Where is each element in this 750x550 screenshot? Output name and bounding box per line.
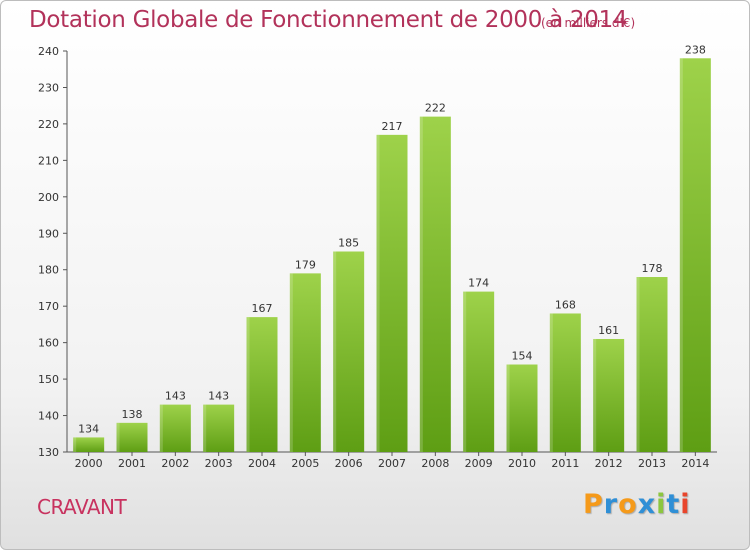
y-tick-label: 180 bbox=[38, 264, 59, 277]
bar-2000 bbox=[73, 437, 105, 452]
proxiti-logo: Proxiti bbox=[583, 489, 691, 520]
bar-value-label: 179 bbox=[295, 258, 316, 271]
bar-highlight bbox=[116, 422, 120, 452]
y-tick-label: 140 bbox=[38, 410, 59, 423]
bar-value-label: 134 bbox=[78, 422, 99, 435]
logo-letter: r bbox=[603, 489, 619, 520]
x-tick-label: 2008 bbox=[421, 457, 449, 470]
bar-2013 bbox=[636, 277, 668, 452]
x-tick-label: 2010 bbox=[508, 457, 536, 470]
logo-letter: o bbox=[618, 489, 638, 520]
bar-value-label: 143 bbox=[165, 390, 186, 403]
bar-2010 bbox=[506, 364, 538, 452]
bar-highlight bbox=[419, 116, 423, 453]
x-tick-label: 2012 bbox=[595, 457, 623, 470]
x-tick-label: 2001 bbox=[118, 457, 146, 470]
y-tick-label: 200 bbox=[38, 191, 59, 204]
bar-highlight bbox=[203, 404, 207, 452]
x-tick-label: 2005 bbox=[291, 457, 319, 470]
x-tick-label: 2009 bbox=[465, 457, 493, 470]
bar-highlight bbox=[376, 134, 380, 452]
chart-subtitle: (en milliers d'€) bbox=[541, 16, 636, 30]
x-tick-label: 2007 bbox=[378, 457, 406, 470]
bar-highlight bbox=[549, 313, 553, 452]
y-tick-label: 130 bbox=[38, 446, 59, 459]
bar-2007 bbox=[376, 134, 408, 452]
x-tick-label: 2014 bbox=[681, 457, 709, 470]
logo-letter: i bbox=[680, 489, 691, 520]
bar-value-label: 238 bbox=[685, 43, 706, 56]
x-tick-label: 2003 bbox=[205, 457, 233, 470]
logo-letter: i bbox=[656, 489, 667, 520]
bar-value-label: 185 bbox=[338, 237, 359, 250]
bar-2004 bbox=[246, 317, 278, 452]
bar-2005 bbox=[289, 273, 321, 452]
bar-2002 bbox=[159, 404, 191, 452]
bar-2001 bbox=[116, 422, 148, 452]
bar-value-label: 167 bbox=[252, 302, 273, 315]
bar-highlight bbox=[679, 58, 683, 453]
commune-name: CRAVANT bbox=[37, 495, 127, 519]
logo-letter: x bbox=[637, 489, 657, 520]
bar-value-label: 154 bbox=[512, 350, 533, 363]
bar-value-label: 217 bbox=[382, 120, 403, 133]
bar-value-label: 168 bbox=[555, 298, 576, 311]
bar-value-label: 138 bbox=[122, 408, 143, 421]
y-tick-label: 150 bbox=[38, 373, 59, 386]
bar-2011 bbox=[549, 313, 581, 452]
bar-highlight bbox=[636, 277, 640, 452]
logo-letter: P bbox=[583, 489, 604, 520]
bar-highlight bbox=[289, 273, 293, 452]
y-tick-label: 190 bbox=[38, 227, 59, 240]
bar-value-label: 174 bbox=[468, 277, 489, 290]
x-tick-label: 2000 bbox=[75, 457, 103, 470]
bar-2012 bbox=[593, 338, 625, 452]
bar-highlight bbox=[333, 251, 337, 452]
x-tick-label: 2002 bbox=[161, 457, 189, 470]
x-tick-label: 2006 bbox=[335, 457, 363, 470]
bar-value-label: 143 bbox=[208, 390, 229, 403]
bar-highlight bbox=[506, 364, 510, 452]
bar-2008 bbox=[419, 116, 451, 453]
chart-title: Dotation Globale de Fonctionnement de 20… bbox=[29, 7, 628, 33]
x-tick-label: 2004 bbox=[248, 457, 276, 470]
y-tick-label: 220 bbox=[38, 118, 59, 131]
bar-highlight bbox=[159, 404, 163, 452]
y-tick-label: 210 bbox=[38, 154, 59, 167]
bar-value-label: 161 bbox=[598, 324, 619, 337]
bar-2006 bbox=[333, 251, 365, 452]
bar-value-label: 222 bbox=[425, 102, 446, 115]
y-tick-label: 230 bbox=[38, 81, 59, 94]
bar-highlight bbox=[246, 317, 250, 452]
x-tick-label: 2011 bbox=[551, 457, 579, 470]
bar-highlight bbox=[463, 291, 467, 452]
bars: 134 138 143 143 167 179 185 217 222 174 154 168 161 1… bbox=[73, 43, 711, 453]
bar-2003 bbox=[203, 404, 235, 452]
y-tick-label: 240 bbox=[38, 45, 59, 58]
bar-2014 bbox=[679, 58, 711, 453]
y-tick-label: 170 bbox=[38, 300, 59, 313]
axes: 130 140 150 160 170 180 190 200 210 220 230 240 2000… bbox=[38, 45, 717, 470]
bar-value-label: 178 bbox=[642, 262, 663, 275]
bar-highlight bbox=[73, 437, 77, 452]
bar-2009 bbox=[463, 291, 495, 452]
x-tick-label: 2013 bbox=[638, 457, 666, 470]
bar-highlight bbox=[593, 338, 597, 452]
logo-letter: t bbox=[666, 489, 681, 520]
y-tick-label: 160 bbox=[38, 337, 59, 350]
